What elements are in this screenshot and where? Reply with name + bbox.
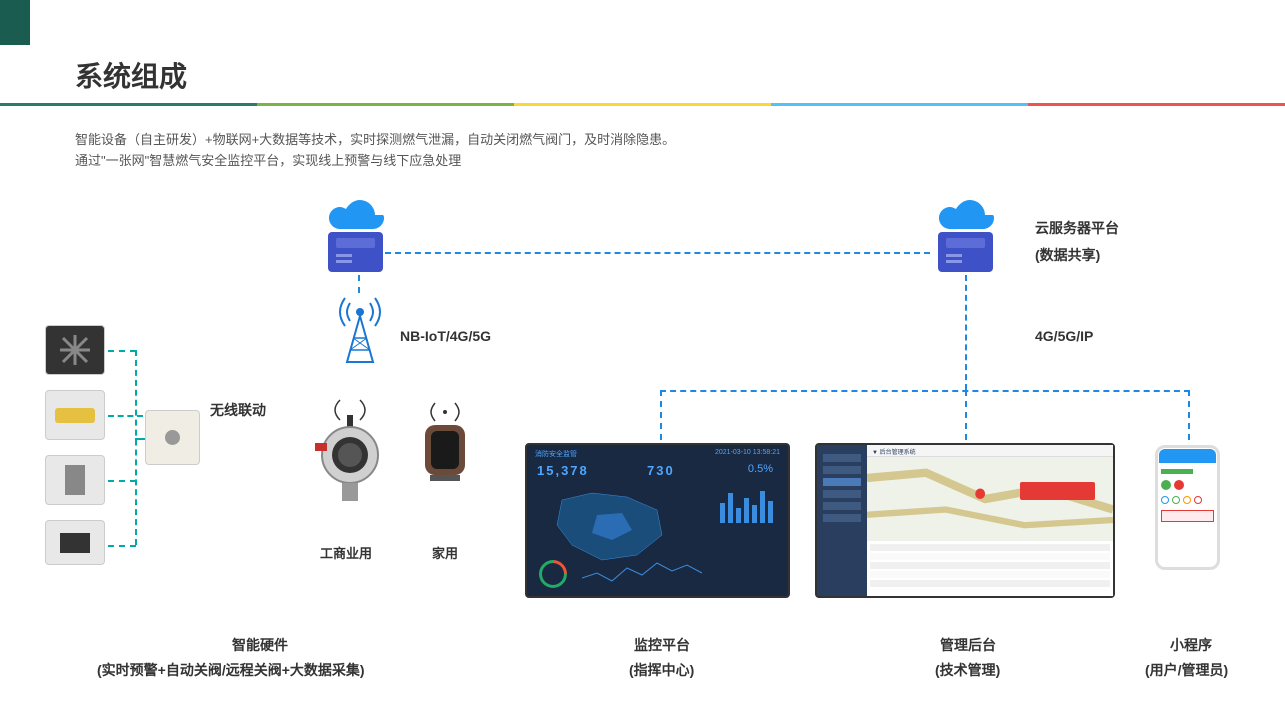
desc-line-1: 智能设备（自主研发）+物联网+大数据等技术，实时探测燃气泄漏，自动关闭燃气阀门，…	[75, 130, 675, 151]
management-screen: ▼ 后台管理系统	[815, 443, 1115, 598]
device-valve-2	[45, 455, 105, 505]
divider-bar	[0, 103, 1285, 106]
wireless-link-label: 无线联动	[210, 400, 266, 420]
link-vert	[135, 350, 137, 545]
link-to-mgmt	[965, 390, 967, 440]
app-title: 小程序	[1170, 635, 1212, 655]
server-icon-left	[328, 232, 383, 272]
link-to-monitor	[660, 390, 662, 440]
link-d4	[108, 545, 136, 547]
device-fan	[45, 325, 105, 375]
cloud-server-subtitle: (数据共享)	[1035, 245, 1100, 265]
network-left-label: NB-IoT/4G/5G	[400, 328, 491, 344]
monitor-dashboard: 消防安全监管 2021-03-10 13:58:21 15,378 730 0.…	[525, 443, 790, 598]
link-horiz-platforms	[660, 390, 1190, 392]
detector-home	[415, 400, 475, 495]
monitor-title: 监控平台	[634, 635, 690, 655]
device-valve-1	[45, 390, 105, 440]
mgmt-subtitle: (技术管理)	[935, 660, 1000, 680]
server-icon-right	[938, 232, 993, 272]
detector-commercial	[310, 395, 390, 510]
monitor-subtitle: (指挥中心)	[629, 660, 694, 680]
phone-mockup	[1155, 445, 1220, 570]
dashboard-date: 2021-03-10 13:58:21	[715, 449, 780, 456]
dashboard-num1: 15,378	[537, 463, 589, 478]
link-cloud-to-cloud	[385, 252, 930, 254]
link-d2	[108, 415, 143, 417]
link-to-phone	[1188, 390, 1190, 440]
link-cloud-right-down	[965, 275, 967, 390]
desc-line-2: 通过"一张网"智慧燃气安全监控平台，实现线上预警与线下应急处理	[75, 151, 675, 172]
link-cloud-antenna	[358, 275, 360, 293]
description: 智能设备（自主研发）+物联网+大数据等技术，实时探测燃气泄漏，自动关闭燃气阀门，…	[75, 130, 675, 172]
hardware-title: 智能硬件	[232, 635, 288, 655]
home-label: 家用	[432, 543, 458, 562]
link-to-sensor	[135, 438, 145, 440]
app-subtitle: (用户/管理员)	[1145, 660, 1228, 680]
corner-accent	[0, 0, 30, 45]
page-title: 系统组成	[75, 55, 187, 95]
dashboard-pct: 0.5%	[748, 463, 773, 475]
device-sensor-box	[145, 410, 200, 465]
link-d1	[108, 350, 136, 352]
commercial-label: 工商业用	[320, 543, 372, 562]
mgmt-title: 管理后台	[940, 635, 996, 655]
hardware-subtitle: (实时预警+自动关阀/远程关阀+大数据采集)	[97, 660, 365, 680]
dashboard-num2: 730	[647, 463, 675, 478]
device-monitor	[45, 520, 105, 565]
antenna-icon	[335, 290, 385, 370]
network-right-label: 4G/5G/IP	[1035, 328, 1093, 344]
link-d3	[108, 480, 136, 482]
cloud-server-title: 云服务器平台	[1035, 218, 1119, 238]
